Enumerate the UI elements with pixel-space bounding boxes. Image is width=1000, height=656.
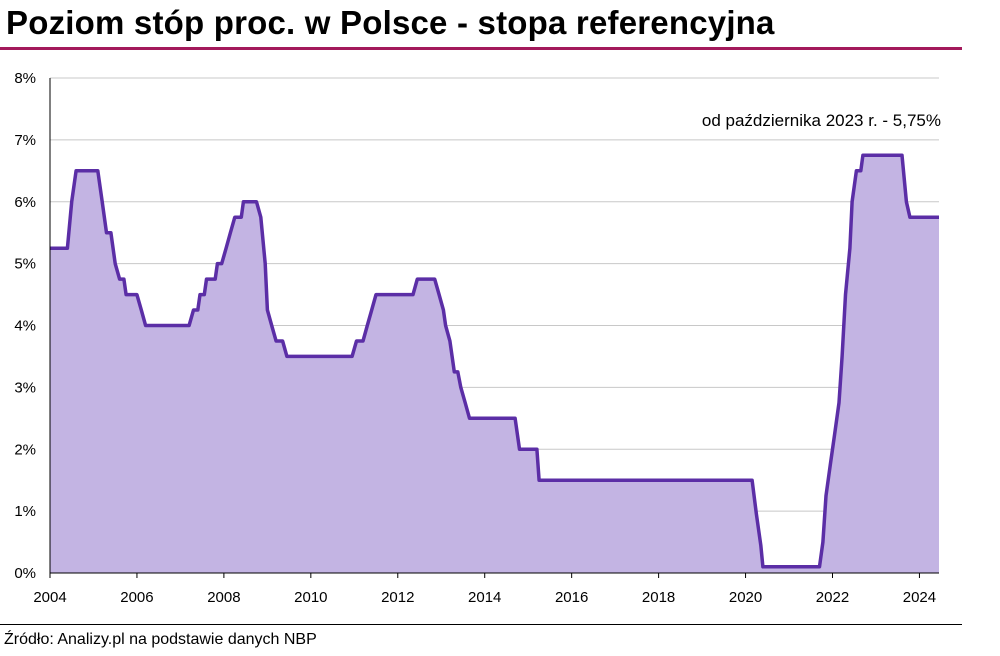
y-tick-label: 5% xyxy=(14,256,36,273)
chart-title: Poziom stóp proc. w Polsce - stopa refer… xyxy=(6,4,775,41)
y-tick-label: 4% xyxy=(14,318,36,335)
x-tick-label: 2024 xyxy=(903,589,936,606)
x-tick-label: 2012 xyxy=(381,589,414,606)
x-tick-label: 2006 xyxy=(120,589,153,606)
rate-area xyxy=(50,155,939,574)
source-divider xyxy=(0,624,962,625)
x-axis-ticks: 2004 2006 2008 2010 2012 2014 2016 2018 2020 2022… xyxy=(33,573,936,606)
x-tick-label: 2010 xyxy=(294,589,327,606)
y-tick-label: 2% xyxy=(14,441,36,458)
source-note: Źródło: Analizy.pl na podstawie danych N… xyxy=(4,631,317,648)
axes xyxy=(49,78,939,574)
y-tick-label: 3% xyxy=(14,379,36,396)
x-tick-label: 2014 xyxy=(468,589,501,606)
y-axis-ticks: 0% 1% 2% 3% 4% 5% 6% 7% 8% xyxy=(14,70,36,582)
current-rate-annotation: od października 2023 r. - 5,75% xyxy=(702,111,941,130)
rate-line xyxy=(50,153,939,569)
x-tick-label: 2018 xyxy=(642,589,675,606)
y-tick-label: 6% xyxy=(14,194,36,211)
x-tick-label: 2008 xyxy=(207,589,240,606)
title-underline xyxy=(0,47,962,50)
x-tick-label: 2004 xyxy=(33,589,66,606)
x-tick-label: 2016 xyxy=(555,589,588,606)
x-tick-label: 2022 xyxy=(816,589,849,606)
y-tick-label: 8% xyxy=(14,70,36,87)
x-tick-label: 2020 xyxy=(729,589,762,606)
y-tick-label: 0% xyxy=(14,565,36,582)
y-tick-label: 7% xyxy=(14,132,36,149)
y-tick-label: 1% xyxy=(14,503,36,520)
